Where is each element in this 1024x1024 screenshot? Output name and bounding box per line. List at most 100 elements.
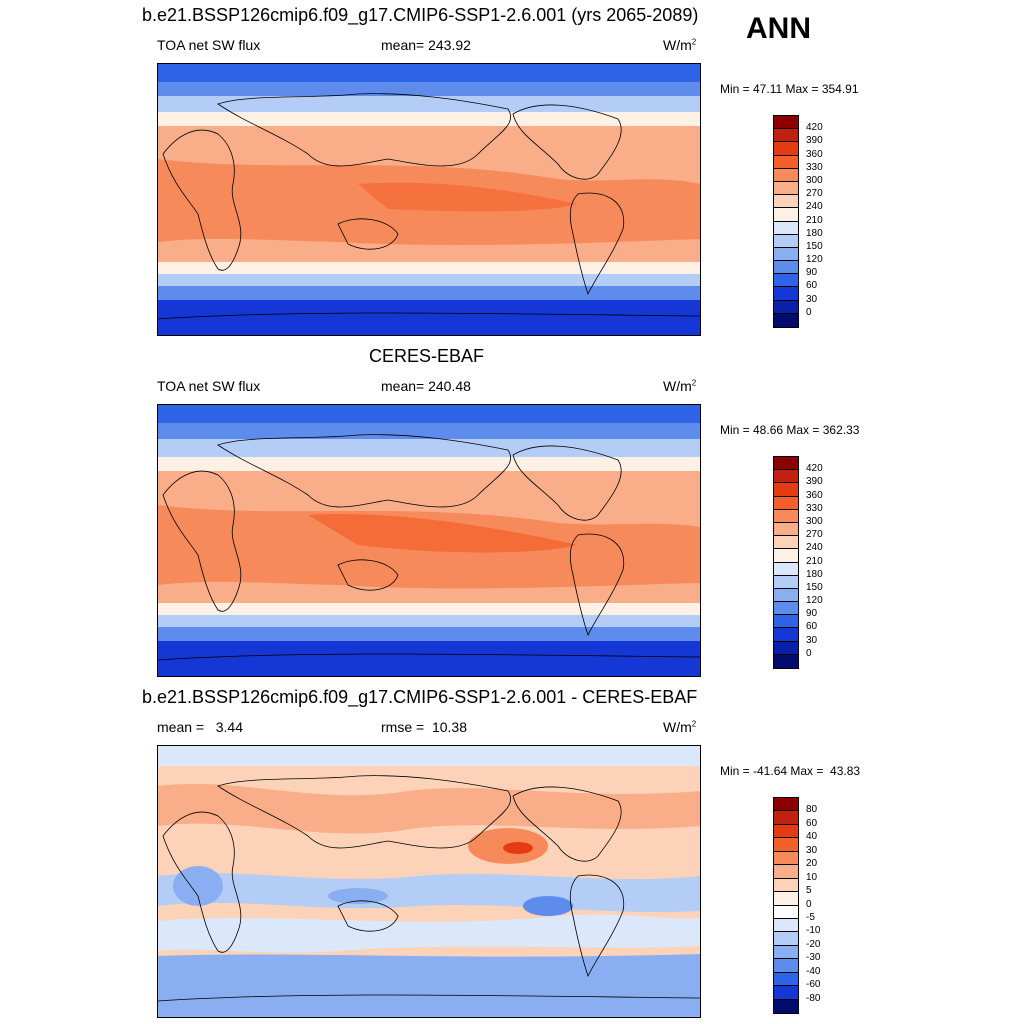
colorbar-swatch: [774, 892, 798, 906]
colorbar-swatch: [774, 234, 798, 248]
colorbar-swatch: [774, 798, 798, 812]
panel2-title: CERES-EBAF: [369, 346, 485, 366]
colorbar-tick-label: 10: [806, 871, 818, 883]
colorbar-swatch: [774, 261, 798, 275]
colorbar-tick-label: 150: [806, 240, 823, 252]
colorbar-tick-label: 80: [806, 804, 818, 816]
panel3-minmax: Min = -41.64 Max = 43.83: [720, 764, 861, 778]
colorbar-tick-label: 90: [806, 608, 818, 620]
colorbar-swatch: [774, 654, 798, 668]
colorbar-swatch: [774, 549, 798, 563]
panel2-variable-label: TOA net SW flux: [157, 378, 261, 394]
colorbar-swatch: [774, 959, 798, 973]
panel1-title: b.e21.BSSP126cmip6.f09_g17.CMIP6-SSP1-2.…: [142, 5, 699, 25]
colorbar-swatch: [774, 522, 798, 537]
colorbar-tick-label: 420: [806, 463, 823, 475]
colorbar-swatch: [774, 628, 798, 642]
colorbar-swatch: [774, 470, 798, 484]
panel3-rmse-label: rmse = 10.38: [381, 719, 467, 735]
colorbar-swatch: [774, 509, 798, 523]
colorbar-swatch: [774, 986, 798, 1000]
colorbar-swatch: [774, 536, 798, 550]
colorbar-tick-label: 120: [806, 254, 823, 266]
colorbar-tick-label: 20: [806, 858, 818, 870]
colorbar-swatch: [774, 496, 798, 510]
colorbar-tick-label: 210: [806, 214, 823, 226]
colorbar-tick-label: 90: [806, 267, 818, 279]
colorbar-tick-label: 0: [806, 647, 812, 659]
colorbar-swatch: [774, 865, 798, 879]
colorbar-swatch: [774, 838, 798, 852]
colorbar-tick-label: 40: [806, 831, 818, 843]
colorbar-tick-label: 210: [806, 555, 823, 567]
colorbar-swatch: [774, 274, 798, 288]
panel2-map: [157, 404, 701, 677]
colorbar-tick-label: 330: [806, 502, 823, 514]
colorbar-tick-label: 0: [806, 898, 812, 910]
colorbar-swatch: [774, 824, 798, 839]
panel2-colorbar: [773, 456, 799, 669]
colorbar-swatch: [774, 878, 798, 893]
colorbar-swatch: [774, 811, 798, 825]
colorbar-tick-label: 270: [806, 188, 823, 200]
colorbar-swatch: [774, 457, 798, 471]
colorbar-swatch: [774, 575, 798, 589]
colorbar-tick-label: 270: [806, 529, 823, 541]
colorbar-swatch: [774, 155, 798, 169]
panel3-title: b.e21.BSSP126cmip6.f09_g17.CMIP6-SSP1-2.…: [142, 687, 698, 707]
colorbar-tick-label: 180: [806, 568, 823, 580]
colorbar-swatch: [774, 287, 798, 301]
colorbar-tick-label: 0: [806, 306, 812, 318]
colorbar-tick-label: -60: [806, 979, 821, 991]
colorbar-swatch: [774, 221, 798, 235]
colorbar-tick-label: 30: [806, 634, 818, 646]
panel1-variable-label: TOA net SW flux: [157, 37, 261, 53]
colorbar-swatch: [774, 247, 798, 262]
colorbar-tick-label: -40: [806, 965, 821, 977]
colorbar-tick-label: 390: [806, 476, 823, 488]
colorbar-swatch: [774, 483, 798, 497]
colorbar-tick-label: 240: [806, 201, 823, 213]
colorbar-tick-label: -5: [806, 911, 815, 923]
panel3-colorbar: [773, 797, 799, 1014]
colorbar-tick-label: 300: [806, 174, 823, 186]
colorbar-swatch: [774, 999, 798, 1013]
panel2-minmax: Min = 48.66 Max = 362.33: [720, 423, 860, 437]
colorbar-tick-label: 120: [806, 595, 823, 607]
colorbar-tick-label: 60: [806, 621, 818, 633]
panel3-map: [157, 745, 701, 1018]
colorbar-swatch: [774, 168, 798, 182]
colorbar-swatch: [774, 300, 798, 314]
colorbar-tick-label: -30: [806, 952, 821, 964]
panel2-mean-label: mean= 240.48: [381, 378, 471, 394]
colorbar-swatch: [774, 602, 798, 616]
colorbar-swatch: [774, 129, 798, 143]
panel1-minmax: Min = 47.11 Max = 354.91: [720, 82, 859, 96]
colorbar-swatch: [774, 181, 798, 196]
colorbar-tick-label: 150: [806, 581, 823, 593]
colorbar-tick-label: 30: [806, 293, 818, 305]
colorbar-tick-label: -10: [806, 925, 821, 937]
panel1-units-label: W/m2: [663, 37, 697, 53]
colorbar-swatch: [774, 313, 798, 327]
panel3-units-label: W/m2: [663, 719, 697, 735]
colorbar-swatch: [774, 945, 798, 960]
colorbar-swatch: [774, 851, 798, 866]
colorbar-tick-label: 390: [806, 135, 823, 147]
colorbar-tick-label: 300: [806, 515, 823, 527]
colorbar-swatch: [774, 932, 798, 946]
panel2-units-label: W/m2: [663, 378, 697, 394]
panel1-mean-label: mean= 243.92: [381, 37, 471, 53]
colorbar-tick-label: 180: [806, 227, 823, 239]
colorbar-swatch: [774, 142, 798, 156]
colorbar-swatch: [774, 195, 798, 209]
colorbar-tick-label: 240: [806, 542, 823, 554]
colorbar-tick-label: 30: [806, 844, 818, 856]
colorbar-tick-label: -80: [806, 992, 821, 1004]
colorbar-tick-label: 360: [806, 148, 823, 160]
panel1-colorbar: [773, 115, 799, 328]
colorbar-swatch: [774, 588, 798, 603]
colorbar-swatch: [774, 641, 798, 655]
colorbar-swatch: [774, 972, 798, 987]
colorbar-swatch: [774, 116, 798, 130]
